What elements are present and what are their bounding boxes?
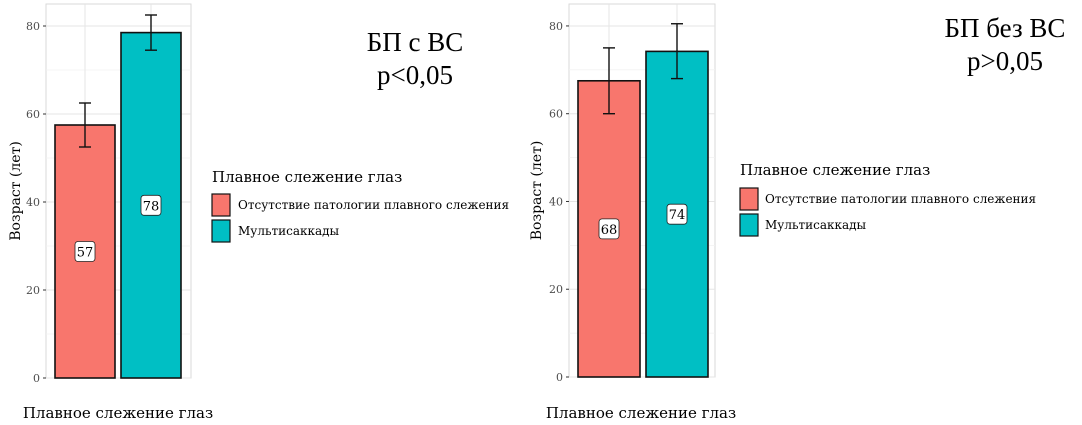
data-label-box [140,194,162,216]
annotation-left-line2: p<0,05 [377,60,453,90]
legend-item-1: Отсутствие патологии плавного слежения [765,192,1036,206]
y-tick-label: 40 [549,195,563,208]
y-tick-label: 60 [26,108,40,121]
annotation-left-line1: БП с ВС [366,27,464,57]
y-tick-label: 60 [549,108,563,121]
legend-title: Плавное слежение глаз [740,161,930,179]
data-label: 74 [669,208,686,223]
annotation-left: БП с ВС p<0,05 [340,26,490,92]
y-tick-label: 40 [26,196,40,209]
y-tick-label: 0 [556,371,563,384]
y-tick-label: 80 [549,20,563,33]
legend-swatch-1 [739,187,759,211]
legend-item-2: Мультисаккады [765,218,867,232]
legend-item-2: Мультисаккады [238,224,340,238]
data-label-box [74,241,96,262]
data-label-box [598,218,620,240]
legend-swatch-2 [211,219,231,243]
legend-title: Плавное слежение глаз [212,168,402,186]
annotation-right-line1: БП без ВС [944,13,1066,43]
chart-panel-2: 0 20 40 60 80 68 74 Возраст (лет) Плавное слежен… [529,3,1036,422]
data-label-box [666,203,688,225]
legend-item-1: Отсутствие патологии плавного слежения [238,198,509,212]
y-tick-label: 80 [26,20,40,33]
y-axis-label: Возраст (лет) [8,141,24,241]
data-label: 57 [77,246,94,261]
annotation-right-line2: p>0,05 [967,46,1043,76]
y-tick-label: 0 [33,372,40,385]
y-tick-label: 20 [549,283,563,296]
annotation-right: БП без ВС p>0,05 [920,12,1082,78]
legend-swatch-2 [739,213,759,237]
data-label: 68 [601,223,618,238]
chart-panel-1: 0 20 40 60 80 57 78 Возраст (лет) Плавное слежен… [8,3,509,422]
x-axis-label: Плавное слежение глаз [546,404,736,422]
y-axis-label: Возраст (лет) [529,141,545,241]
data-label: 78 [143,199,160,214]
x-axis-label: Плавное слежение глаз [23,404,213,422]
y-tick-label: 20 [26,284,40,297]
legend-swatch-1 [211,193,231,217]
